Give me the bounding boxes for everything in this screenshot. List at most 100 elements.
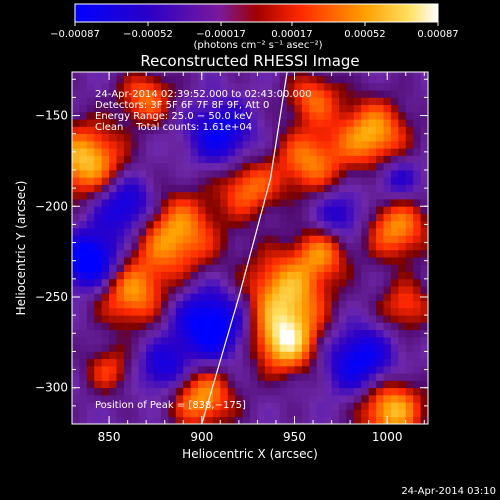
heatmap-cell bbox=[220, 387, 229, 396]
heatmap-cell bbox=[339, 75, 347, 84]
heatmap-cell bbox=[264, 235, 273, 243]
heatmap-cell bbox=[376, 336, 384, 345]
heatmap-cell bbox=[368, 264, 377, 272]
heatmap-cell bbox=[405, 351, 414, 360]
heatmap-cell bbox=[294, 365, 303, 374]
heatmap-cell bbox=[279, 387, 288, 396]
heatmap-cell bbox=[339, 307, 347, 316]
heatmap-cell bbox=[190, 184, 199, 193]
heatmap-cell bbox=[413, 191, 421, 200]
heatmap-cell bbox=[183, 264, 192, 272]
heatmap-cell bbox=[138, 416, 147, 424]
heatmap-cell bbox=[146, 336, 154, 345]
heatmap-cell bbox=[287, 126, 295, 135]
heatmap-cell bbox=[190, 257, 199, 265]
heatmap-cell bbox=[198, 119, 206, 127]
heatmap-cell bbox=[138, 387, 147, 396]
heatmap-cell bbox=[309, 177, 318, 185]
heatmap-cell bbox=[198, 140, 206, 149]
heatmap-cell bbox=[220, 373, 229, 381]
heatmap-cell bbox=[413, 300, 421, 309]
heatmap-cell bbox=[420, 126, 428, 135]
heatmap-cell bbox=[405, 409, 414, 418]
heatmap-cell bbox=[94, 307, 103, 316]
heatmap-cell bbox=[361, 373, 370, 381]
heatmap-cell bbox=[420, 155, 428, 164]
heatmap-cell bbox=[212, 351, 221, 360]
heatmap-cell bbox=[316, 191, 325, 200]
heatmap-cell bbox=[109, 111, 117, 120]
heatmap-cell bbox=[301, 148, 310, 156]
heatmap-cell bbox=[324, 133, 332, 142]
heatmap-cell bbox=[146, 416, 154, 424]
heatmap-cell bbox=[390, 373, 399, 381]
heatmap-cell bbox=[86, 358, 95, 367]
heatmap-cell bbox=[109, 72, 117, 77]
heatmap-cell bbox=[250, 249, 258, 258]
heatmap-cell bbox=[94, 133, 103, 142]
heatmap-cell bbox=[279, 191, 288, 200]
annotation-energy: Energy Range: 25.0 − 50.0 keV bbox=[95, 111, 252, 122]
heatmap-cell bbox=[198, 249, 206, 258]
heatmap-cell bbox=[131, 358, 140, 367]
heatmap-cell bbox=[190, 191, 199, 200]
heatmap-cell bbox=[190, 133, 199, 142]
heatmap-cell bbox=[361, 329, 370, 338]
heatmap-cell bbox=[413, 373, 421, 381]
heatmap-cell bbox=[376, 75, 384, 84]
heatmap-cell bbox=[94, 373, 103, 381]
heatmap-cell bbox=[420, 264, 428, 272]
heatmap-cell bbox=[101, 286, 110, 294]
heatmap-cell bbox=[309, 322, 318, 331]
heatmap-cell bbox=[109, 155, 117, 164]
heatmap-cell bbox=[383, 402, 392, 410]
heatmap-cell bbox=[131, 286, 140, 294]
heatmap-cell bbox=[287, 387, 295, 396]
heatmap-cell bbox=[361, 184, 370, 193]
heatmap-cell bbox=[257, 278, 266, 287]
heatmap-cell bbox=[301, 373, 310, 381]
heatmap-cell bbox=[294, 380, 303, 389]
heatmap-cell bbox=[212, 365, 221, 374]
heatmap-cell bbox=[242, 104, 251, 113]
heatmap-cell bbox=[116, 387, 125, 396]
heatmap-cell bbox=[272, 286, 281, 294]
heatmap-cell bbox=[324, 351, 332, 360]
heatmap-cell bbox=[227, 199, 236, 207]
heatmap-cell bbox=[368, 82, 377, 91]
heatmap-cell bbox=[190, 169, 199, 178]
heatmap-cell bbox=[212, 329, 221, 338]
heatmap-cell bbox=[101, 307, 110, 316]
heatmap-cell bbox=[257, 351, 266, 360]
heatmap-cell bbox=[383, 271, 392, 280]
heatmap-cell bbox=[301, 358, 310, 367]
heatmap-cell bbox=[383, 373, 392, 381]
heatmap-cell bbox=[353, 184, 362, 193]
solar-limb-line bbox=[201, 72, 288, 424]
heatmap-cell bbox=[398, 409, 407, 418]
heatmap-cell bbox=[272, 90, 281, 98]
heatmap-cell bbox=[72, 169, 80, 178]
heatmap-cell bbox=[353, 322, 362, 331]
heatmap-cell bbox=[420, 358, 428, 367]
heatmap-cell bbox=[309, 148, 318, 156]
heatmap-cell bbox=[353, 111, 362, 120]
heatmap-cell bbox=[309, 307, 318, 316]
heatmap-cell bbox=[220, 228, 229, 236]
heatmap-cell bbox=[264, 336, 273, 345]
heatmap-cell bbox=[101, 293, 110, 302]
heatmap-cell bbox=[353, 249, 362, 258]
heatmap-cell bbox=[264, 293, 273, 302]
heatmap-cell bbox=[72, 380, 80, 389]
heatmap-cell bbox=[72, 315, 80, 323]
heatmap-cell bbox=[146, 155, 154, 164]
heatmap-cell bbox=[376, 97, 384, 106]
heatmap-cell bbox=[331, 228, 340, 236]
heatmap-cell bbox=[116, 104, 125, 113]
heatmap-cell bbox=[376, 82, 384, 91]
heatmap-cell bbox=[405, 97, 414, 106]
heatmap-cell bbox=[272, 199, 281, 207]
heatmap-cell bbox=[190, 82, 199, 91]
heatmap-cell bbox=[279, 409, 288, 418]
heatmap-cell bbox=[250, 300, 258, 309]
